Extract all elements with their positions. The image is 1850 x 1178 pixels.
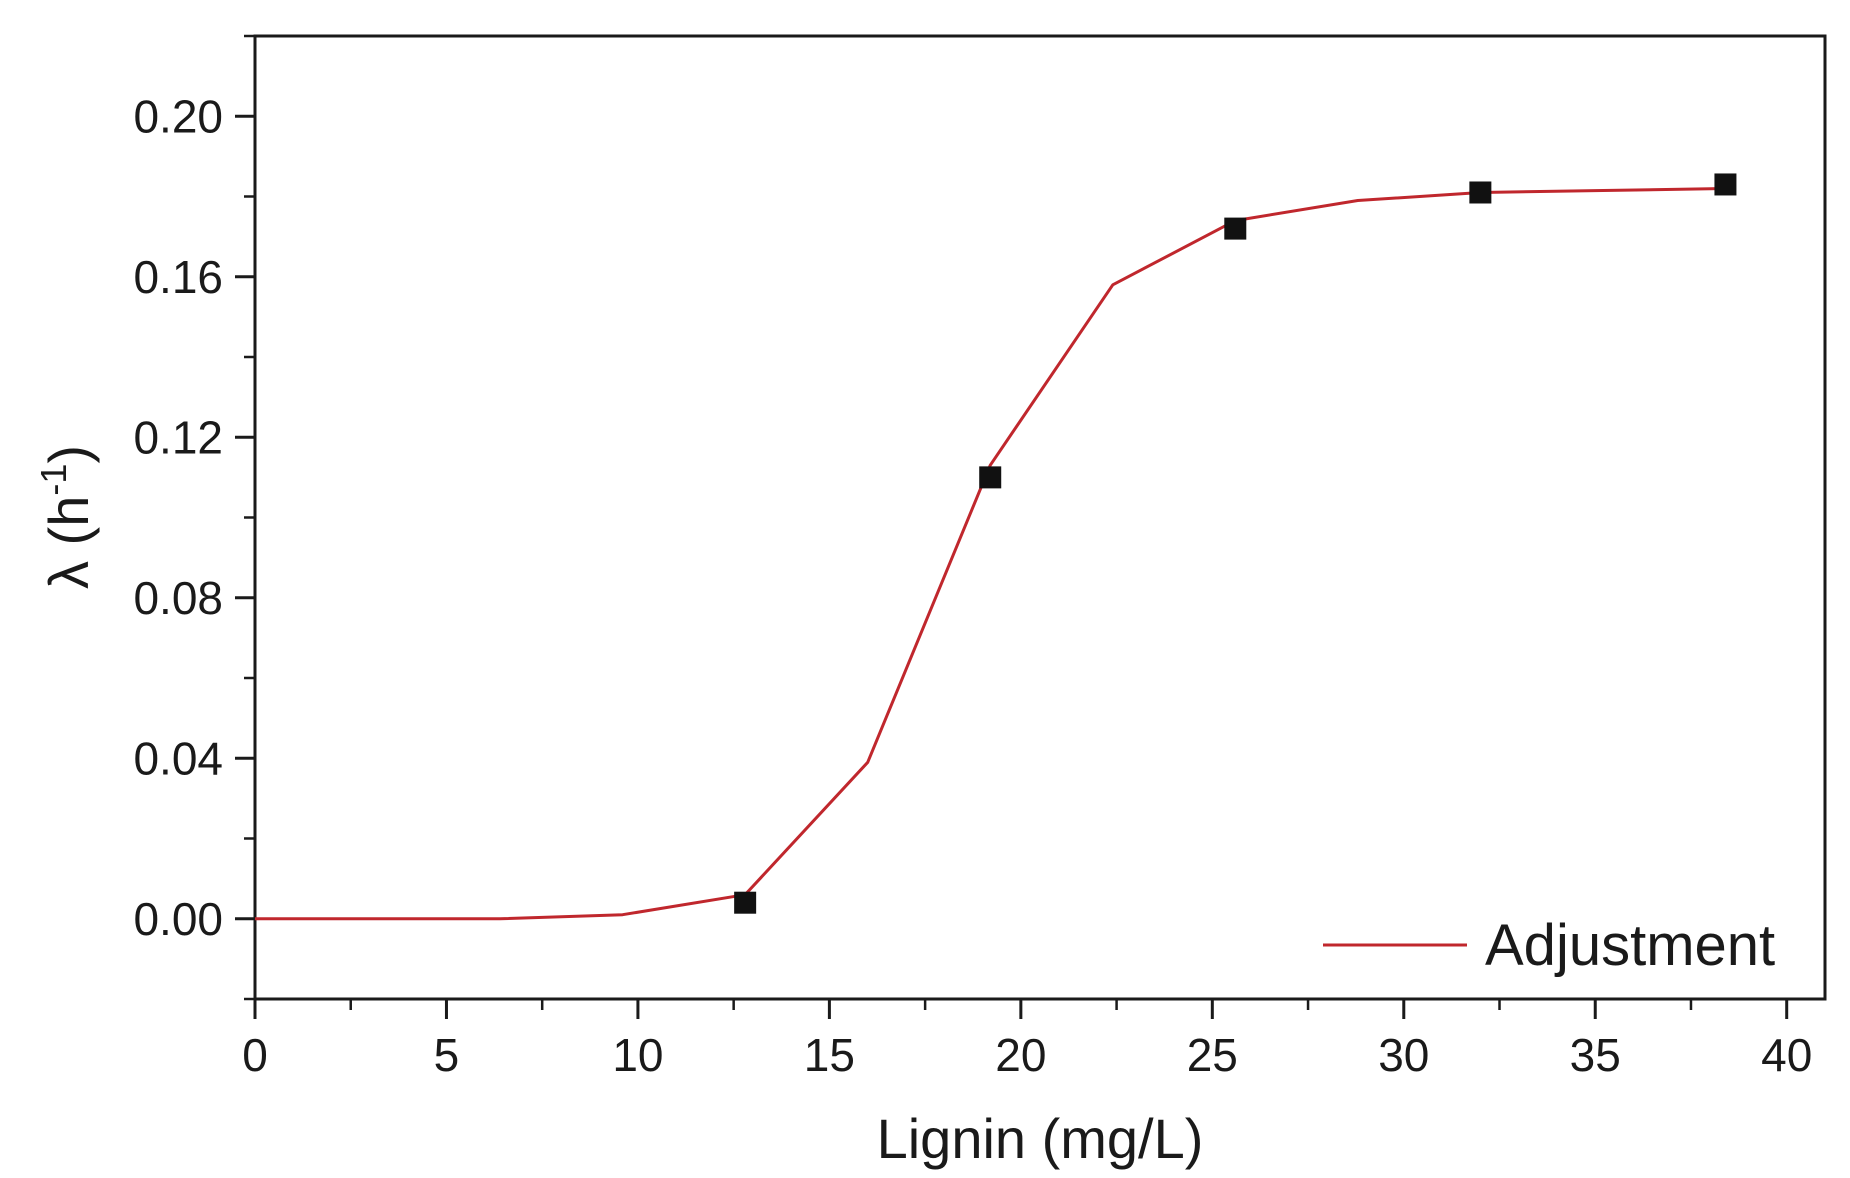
fit-line-adjustment — [255, 187, 1726, 921]
y-tick-label: 0.04 — [133, 732, 223, 784]
x-tick-label: 25 — [1187, 1029, 1238, 1081]
x-axis-title: Lignin (mg/L) — [877, 1107, 1204, 1170]
y-axis-title: λ (h-1) — [33, 445, 100, 589]
y-tick-label: 0.08 — [133, 572, 223, 624]
data-point-square — [1469, 181, 1492, 204]
legend-label: Adjustment — [1485, 913, 1775, 978]
y-tick-label: 0.00 — [133, 893, 223, 945]
x-tick-label: 5 — [434, 1029, 460, 1081]
x-tick-label: 30 — [1378, 1029, 1429, 1081]
x-tick-label: 10 — [612, 1029, 663, 1081]
data-point-square — [1714, 173, 1737, 196]
x-tick-label: 35 — [1570, 1029, 1621, 1081]
data-point-square — [979, 466, 1002, 489]
x-tick-label: 15 — [804, 1029, 855, 1081]
y-axis-ticks: 0.00 0.04 0.08 0.12 0.16 0.20 — [133, 34, 255, 1001]
y-tick-label: 0.12 — [133, 411, 223, 463]
x-axis-ticks: 0 5 10 15 20 25 30 35 40 — [242, 999, 1812, 1081]
series-layer — [255, 173, 1737, 921]
y-tick-label: 0.20 — [133, 90, 223, 142]
legend: Adjustment — [1323, 913, 1775, 978]
y-tick-label: 0.16 — [133, 251, 223, 303]
x-tick-label: 0 — [242, 1029, 268, 1081]
x-tick-label: 40 — [1761, 1029, 1812, 1081]
x-tick-label: 20 — [995, 1029, 1046, 1081]
data-point-square — [1224, 217, 1247, 240]
data-point-square — [734, 891, 757, 914]
plot-frame — [253, 34, 1827, 1001]
